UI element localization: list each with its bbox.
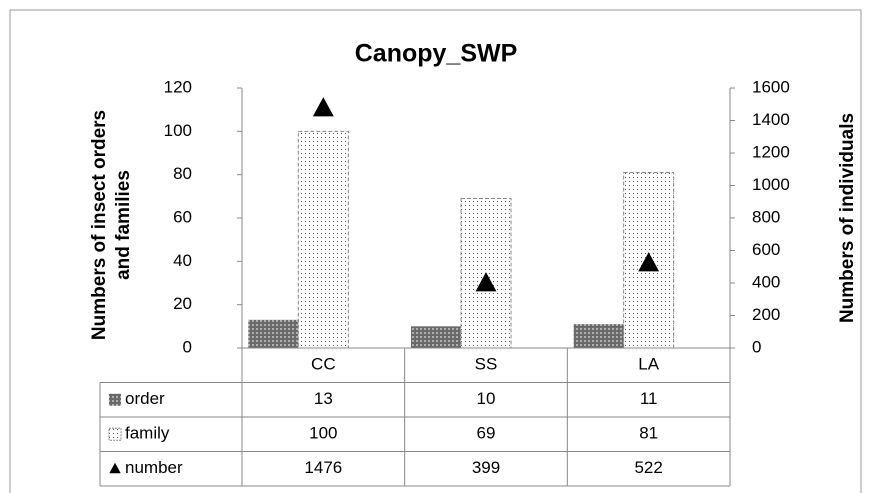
legend-swatch — [109, 393, 121, 406]
marker — [475, 272, 497, 292]
y-tick-label: 40 — [173, 251, 192, 270]
chart-frame — [9, 9, 862, 493]
legend-swatch — [108, 427, 122, 441]
y2-tick-label: 600 — [752, 240, 780, 259]
table-cell: 81 — [639, 424, 658, 443]
y-axis-label-line: and families — [113, 170, 134, 280]
marker — [638, 252, 660, 272]
x-tick-label: SS — [475, 355, 498, 374]
bar — [248, 319, 299, 348]
y-tick-label: 80 — [173, 164, 192, 183]
table-cell: 69 — [477, 424, 496, 443]
table-cell: 522 — [634, 458, 662, 477]
y2-tick-label: 200 — [752, 305, 780, 324]
bar — [573, 324, 624, 348]
y2-tick-label: 1200 — [752, 142, 790, 161]
y2-tick-label: 400 — [752, 272, 780, 291]
y-tick-label: 60 — [173, 207, 192, 226]
y2-axis-label: Numbers of individuals — [837, 113, 858, 323]
legend-label: order — [125, 389, 165, 408]
chart-title: Canopy_SWP — [355, 40, 518, 68]
y-tick-label: 20 — [173, 294, 192, 313]
y2-tick-label: 1000 — [752, 175, 790, 194]
x-tick-label: CC — [311, 355, 336, 374]
legend-swatch — [109, 462, 121, 474]
y2-tick-label: 1600 — [752, 77, 790, 96]
x-tick-label: LA — [638, 355, 659, 374]
y-axis-label: Numbers of insect orders and families — [89, 110, 134, 340]
table-cell: 399 — [472, 458, 500, 477]
bar — [411, 326, 461, 348]
legend-label: family — [125, 424, 170, 443]
legend-label: number — [125, 458, 183, 477]
bar — [297, 130, 349, 349]
y-tick-label: 0 — [183, 337, 192, 356]
y-axis-label-line: Numbers of insect orders — [89, 110, 110, 340]
y2-tick-label: 1400 — [752, 110, 790, 129]
y-tick-label: 100 — [164, 121, 192, 140]
table-cell: 11 — [640, 389, 658, 408]
table-cell: 13 — [314, 389, 333, 408]
y-tick-label: 120 — [164, 77, 192, 96]
marker — [312, 97, 334, 117]
table-cell: 1476 — [304, 458, 342, 477]
table-cell: 10 — [477, 389, 496, 408]
table-cell: 100 — [309, 424, 337, 443]
y2-tick-label: 0 — [752, 337, 761, 356]
y2-tick-label: 800 — [752, 207, 780, 226]
